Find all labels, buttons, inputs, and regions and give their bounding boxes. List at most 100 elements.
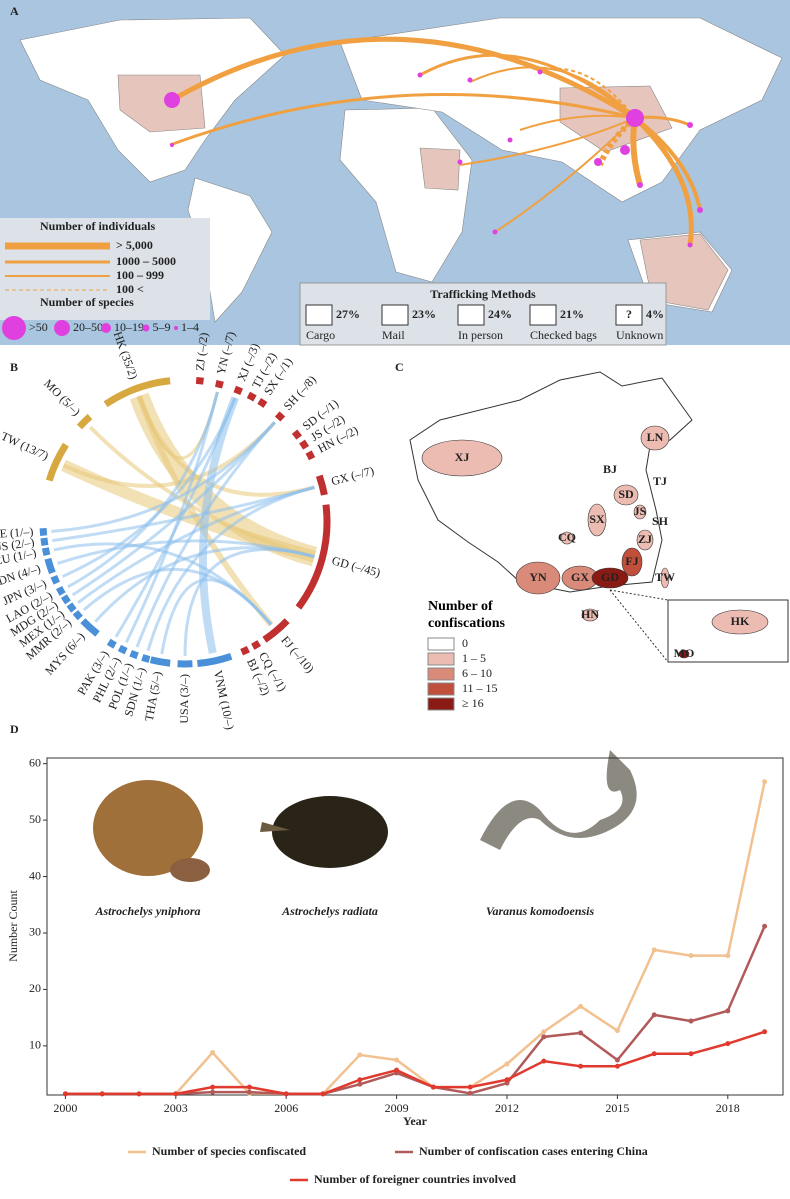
trade-flow: [539, 67, 636, 119]
data-point: [762, 1029, 768, 1035]
node-arc: [41, 547, 51, 556]
legend-entry: 5–9: [153, 320, 171, 334]
chord: [51, 421, 276, 533]
species-marker: [417, 72, 423, 78]
province-label: BJ: [603, 462, 617, 476]
legend-swatch: [427, 652, 455, 666]
province-label: FJ: [625, 554, 638, 568]
data-point: [651, 947, 657, 953]
node-arc: [66, 602, 77, 613]
node-arc: [149, 656, 171, 667]
data-point: [614, 1028, 620, 1034]
legend-title: Number of individuals: [40, 219, 155, 233]
province-label: MO: [674, 646, 695, 660]
province-label: SD: [618, 487, 634, 501]
legend-swatch: [427, 697, 455, 711]
node-arc: [55, 585, 66, 596]
species-marker: [687, 242, 693, 248]
x-tick-label: 2006: [274, 1101, 298, 1115]
province: [621, 547, 643, 577]
data-point: [430, 1084, 436, 1090]
data-point: [99, 1091, 105, 1097]
method-share: 4%: [646, 307, 664, 321]
data-point: [467, 1090, 473, 1096]
legend-marker: [54, 320, 70, 336]
data-point: [688, 1051, 694, 1057]
trade-flow: [633, 116, 694, 246]
species-marker: [620, 145, 630, 155]
x-tick-label: 2000: [53, 1101, 77, 1115]
legend-entry: 100 <: [116, 282, 144, 296]
data-point: [541, 1034, 547, 1040]
legend-entry: Number of species confiscated: [152, 1144, 306, 1158]
legend-entry: 1–4: [181, 320, 199, 334]
species-marker: [170, 143, 174, 147]
method-share: 23%: [412, 307, 436, 321]
data-point: [762, 923, 768, 929]
method-icon: [615, 304, 643, 326]
data-point: [688, 953, 694, 959]
species-marker: [164, 92, 180, 108]
node-arc: [305, 450, 316, 461]
data-point: [578, 1030, 584, 1036]
series-line: [65, 1030, 765, 1096]
method-name: Cargo: [306, 328, 335, 342]
panel-label: A: [10, 4, 19, 18]
data-point: [578, 1063, 584, 1069]
legend-entry: 0: [462, 636, 468, 650]
data-point: [210, 1050, 216, 1056]
species-marker: [457, 159, 463, 165]
legend-entry: Number of foreigner countries involved: [314, 1172, 516, 1186]
node-arc: [45, 442, 69, 482]
node-arc: [76, 413, 93, 430]
panel-label: B: [10, 360, 18, 374]
data-point: [136, 1091, 142, 1097]
y-tick-label: 30: [29, 925, 41, 939]
node-arc: [295, 504, 331, 610]
legend-marker: [174, 326, 178, 330]
province: [660, 567, 670, 589]
node-label: ARE (1/–): [0, 524, 34, 541]
data-point: [320, 1091, 326, 1097]
node-arc: [196, 652, 233, 667]
node-arc: [214, 379, 224, 389]
node-arc: [103, 377, 171, 408]
node-arc: [40, 537, 49, 547]
method-share: 24%: [488, 307, 512, 321]
trade-flow: [169, 92, 636, 147]
legend-entry: Number of confiscation cases entering Ch…: [419, 1144, 648, 1158]
node-arc: [80, 618, 100, 637]
species-marker: [492, 229, 498, 235]
species-caption: Varanus komodoensis: [486, 904, 595, 918]
province-label: YN: [529, 570, 547, 584]
node-label: GD (–/45): [330, 553, 382, 579]
node-label: VNM (10/–): [211, 669, 237, 731]
node-arc: [44, 557, 56, 575]
node-arc: [39, 528, 48, 536]
legend-marker: [142, 324, 150, 332]
province: [560, 531, 574, 545]
node-arc: [106, 638, 117, 649]
data-point: [651, 1012, 657, 1018]
x-tick-label: 2015: [605, 1101, 629, 1115]
data-point: [762, 779, 768, 785]
map-legend-title: Number of confiscations: [428, 599, 505, 631]
province-label: SH: [652, 514, 669, 528]
legend-entry: 11 – 15: [462, 681, 498, 695]
province: [421, 439, 503, 477]
plot-frame: [46, 757, 784, 1096]
province-label: CQ: [558, 530, 576, 544]
province: [678, 649, 690, 659]
method-icon-glyph: ?: [626, 307, 632, 321]
inset-pointer: [609, 589, 669, 601]
legend-entry: 6 – 10: [462, 666, 492, 680]
province: [711, 609, 769, 635]
data-point: [210, 1089, 216, 1095]
x-tick-label: 2018: [716, 1101, 740, 1115]
trade-flow: [469, 66, 636, 119]
method-icon: [529, 304, 557, 326]
data-point: [62, 1091, 68, 1097]
legend-marker: [101, 323, 111, 333]
node-arc: [72, 610, 83, 621]
